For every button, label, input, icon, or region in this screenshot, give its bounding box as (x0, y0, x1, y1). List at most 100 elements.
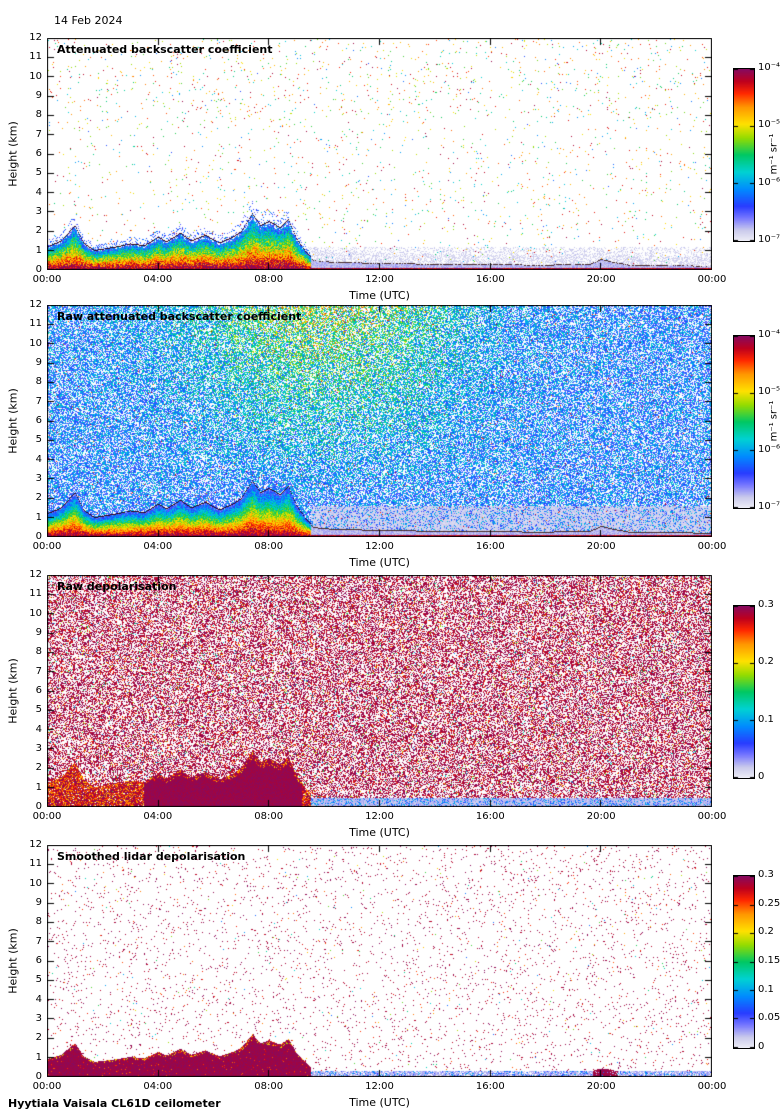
x-tick-label: 12:00 (365, 541, 394, 552)
y-tick-label: 7 (35, 935, 42, 947)
y-tick-label: 10 (29, 607, 42, 619)
colorbar-tick-label: 0.25 (758, 897, 780, 909)
colorbar-tick-label: 10⁻⁴ (758, 329, 780, 340)
x-tick-label: 12:00 (365, 811, 394, 822)
y-tick-label: 9 (35, 357, 42, 368)
colorbar-tick-label: 0 (758, 1041, 765, 1052)
y-tick-label: 0 (35, 1071, 42, 1082)
x-tick-label: 00:00 (32, 541, 62, 552)
heatmap-canvas (47, 38, 712, 270)
y-tick-label: 12 (29, 839, 42, 850)
x-tick-label: 04:00 (143, 274, 173, 285)
x-axis-label: Time (UTC) (349, 556, 410, 569)
x-tick-label: 00:00 (32, 1081, 62, 1092)
heatmap-canvas (47, 305, 712, 537)
y-tick-label: 3 (35, 1013, 42, 1024)
y-tick-label: 11 (29, 588, 42, 600)
y-tick-label: 6 (35, 685, 42, 696)
y-tick-label: 11 (29, 318, 42, 330)
colorbar-tick-label: 0 (758, 771, 765, 782)
colorbar-tick-label: 0.3 (758, 599, 774, 610)
x-tick-label: 04:00 (143, 1081, 173, 1092)
colorbar-tick-label: 0.2 (758, 656, 774, 668)
x-tick-label: 08:00 (254, 274, 284, 285)
colorbar-tick-label: 10⁻⁷ (758, 234, 780, 245)
y-tick-label: 1 (35, 244, 42, 256)
x-tick-label: 08:00 (254, 1081, 284, 1092)
x-tick-label: 00:00 (32, 811, 62, 822)
y-tick-label: 4 (35, 186, 42, 198)
y-tick-label: 6 (35, 415, 42, 426)
y-tick-label: 2 (35, 762, 42, 774)
colorbar-canvas (734, 606, 754, 778)
colorbar-tick-label: 10⁻⁵ (758, 386, 780, 398)
y-tick-label: 10 (29, 877, 42, 889)
x-tick-label: 00:00 (697, 1081, 727, 1092)
colorbar-tick-label: 10⁻⁴ (758, 62, 780, 73)
y-tick-label: 9 (35, 627, 42, 638)
x-axis-label: Time (UTC) (349, 1096, 410, 1109)
colorbar-tick-label: 0.05 (758, 1012, 780, 1024)
x-tick-label: 20:00 (586, 274, 616, 285)
x-tick-label: 12:00 (365, 274, 394, 285)
colorbar (733, 875, 755, 1049)
y-tick-label: 4 (35, 453, 42, 465)
instrument-footer: Hyytiala Vaisala CL61D ceilometer (8, 1097, 221, 1110)
x-tick-label: 04:00 (143, 811, 173, 822)
y-tick-label: 3 (35, 206, 42, 217)
y-tick-label: 5 (35, 167, 42, 179)
colorbar-canvas (734, 336, 754, 508)
colorbar-tick-label: 0.1 (758, 983, 774, 995)
y-tick-label: 2 (35, 225, 42, 237)
colorbar-tick-label: 0.3 (758, 869, 774, 880)
y-tick-label: 1 (35, 1051, 42, 1063)
x-tick-label: 16:00 (475, 1081, 505, 1092)
x-tick-label: 16:00 (475, 811, 505, 822)
y-tick-label: 6 (35, 955, 42, 966)
x-tick-label: 20:00 (586, 811, 616, 822)
y-tick-label: 8 (35, 376, 42, 388)
y-tick-label: 1 (35, 511, 42, 523)
colorbar-canvas (734, 69, 754, 241)
y-tick-label: 2 (35, 492, 42, 504)
colorbar-tick-label: 0.15 (758, 955, 780, 966)
x-tick-label: 04:00 (143, 541, 173, 552)
y-tick-label: 5 (35, 974, 42, 986)
y-tick-label: 12 (29, 569, 42, 580)
y-tick-label: 3 (35, 473, 42, 484)
y-tick-label: 12 (29, 32, 42, 43)
y-tick-label: 0 (35, 264, 42, 275)
colorbar-tick-label: 10⁻⁶ (758, 443, 780, 455)
y-tick-label: 7 (35, 665, 42, 677)
x-tick-label: 16:00 (475, 274, 505, 285)
colorbar-tick-label: 0.2 (758, 926, 774, 938)
colorbar-canvas (734, 876, 754, 1048)
y-tick-label: 9 (35, 897, 42, 908)
colorbar-tick-label: 0.1 (758, 713, 774, 725)
colorbar-tick-label: 10⁻⁵ (758, 119, 780, 131)
x-tick-label: 00:00 (32, 274, 62, 285)
colorbar-unit-label: m⁻¹ sr⁻¹ (768, 400, 780, 442)
colorbar (733, 68, 755, 242)
y-tick-label: 8 (35, 916, 42, 928)
y-tick-label: 11 (29, 858, 42, 870)
x-tick-label: 00:00 (697, 274, 727, 285)
y-tick-label: 0 (35, 531, 42, 542)
x-tick-label: 08:00 (254, 811, 284, 822)
x-tick-label: 20:00 (586, 1081, 616, 1092)
x-tick-label: 20:00 (586, 541, 616, 552)
y-tick-label: 4 (35, 723, 42, 735)
panel-title: Attenuated backscatter coefficient (57, 43, 273, 56)
y-tick-label: 7 (35, 395, 42, 407)
panel-title: Raw attenuated backscatter coefficient (57, 310, 302, 323)
y-tick-label: 1 (35, 781, 42, 793)
x-tick-label: 16:00 (475, 541, 505, 552)
y-tick-label: 6 (35, 148, 42, 159)
y-tick-label: 10 (29, 70, 42, 82)
colorbar (733, 335, 755, 509)
x-tick-label: 08:00 (254, 541, 284, 552)
colorbar-unit-label: m⁻¹ sr⁻¹ (768, 133, 780, 175)
panel-title: Smoothed lidar depolarisation (57, 850, 246, 863)
y-tick-label: 5 (35, 434, 42, 446)
